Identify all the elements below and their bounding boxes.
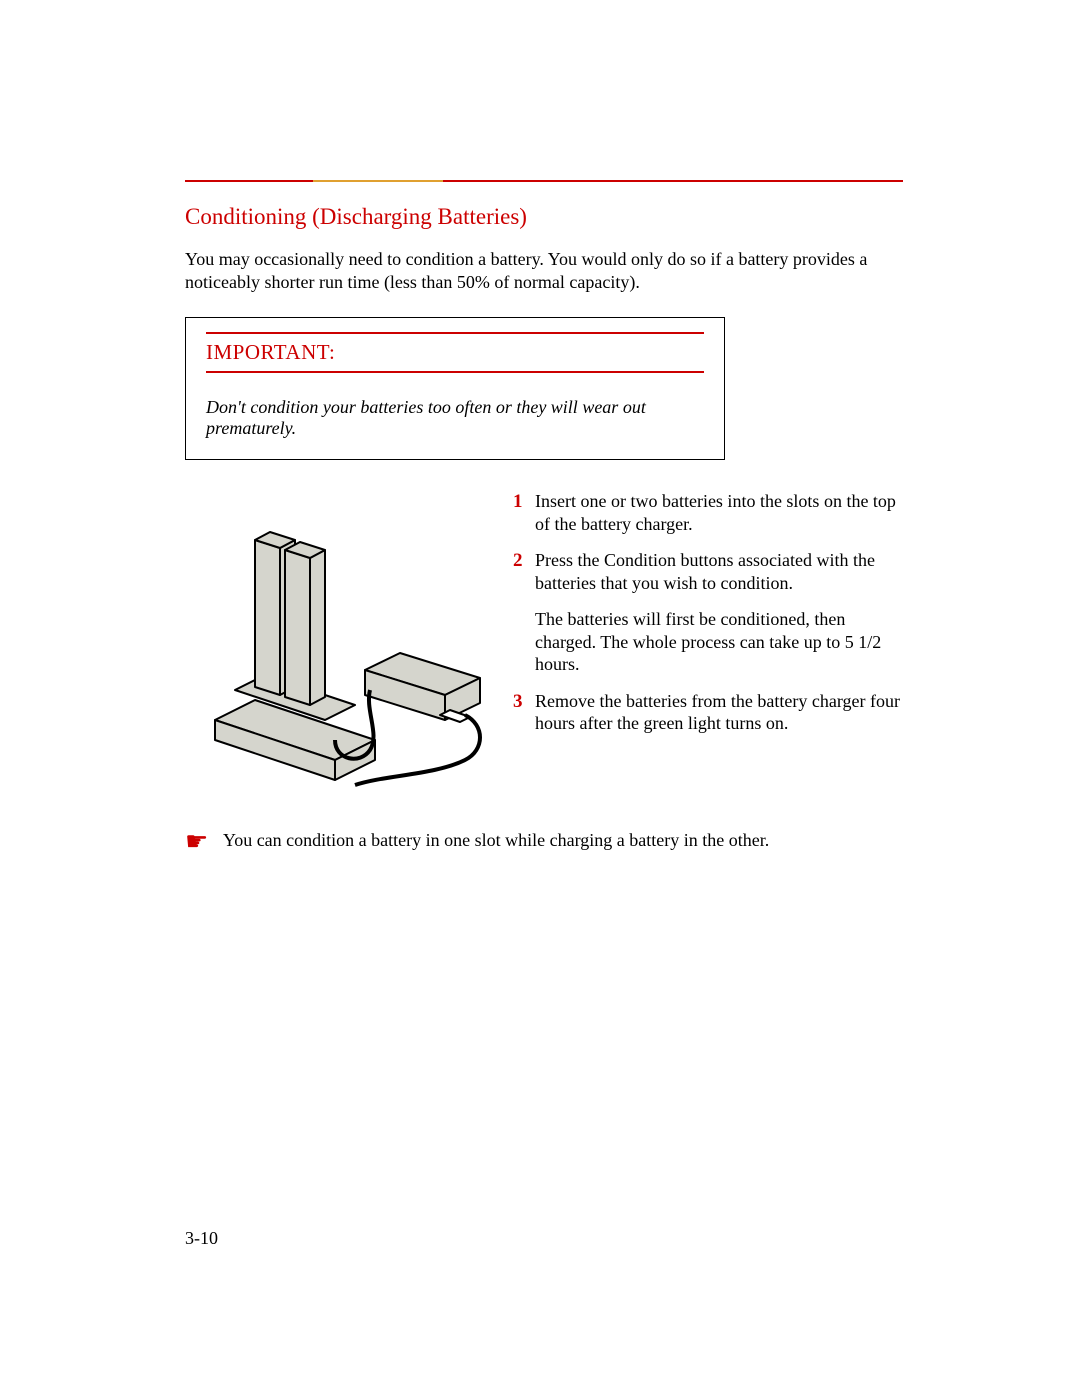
step-number: 2	[513, 549, 535, 594]
charger-illustration	[185, 490, 485, 795]
important-label: IMPORTANT:	[206, 340, 335, 364]
tip-row: ☛ You can condition a battery in one slo…	[185, 829, 903, 855]
step-item: 2 Press the Condition buttons associated…	[513, 549, 903, 594]
important-label-rule: IMPORTANT:	[206, 332, 704, 373]
charger-svg-icon	[185, 490, 485, 790]
step-extra-text: The batteries will first be conditioned,…	[535, 608, 903, 676]
step-text: Press the Condition buttons associated w…	[535, 549, 903, 594]
instruction-row: 1 Insert one or two batteries into the s…	[185, 490, 903, 795]
page-number: 3-10	[185, 1228, 218, 1249]
step-item: 1 Insert one or two batteries into the s…	[513, 490, 903, 535]
section-heading: Conditioning (Discharging Batteries)	[185, 204, 903, 230]
intro-paragraph: You may occasionally need to condition a…	[185, 248, 903, 293]
steps-list: 1 Insert one or two batteries into the s…	[513, 490, 903, 795]
content-area: Conditioning (Discharging Batteries) You…	[185, 180, 903, 855]
important-callout: IMPORTANT: Don't condition your batterie…	[185, 317, 725, 460]
tip-text: You can condition a battery in one slot …	[223, 829, 769, 855]
top-divider	[185, 180, 903, 182]
important-text: Don't condition your batteries too often…	[206, 397, 704, 439]
pointing-hand-icon: ☛	[185, 829, 223, 855]
step-number: 3	[513, 690, 535, 735]
step-item: 3 Remove the batteries from the battery …	[513, 690, 903, 735]
step-number: 1	[513, 490, 535, 535]
document-page: Conditioning (Discharging Batteries) You…	[0, 0, 1080, 1397]
step-text: Insert one or two batteries into the slo…	[535, 490, 903, 535]
step-text: Remove the batteries from the battery ch…	[535, 690, 903, 735]
